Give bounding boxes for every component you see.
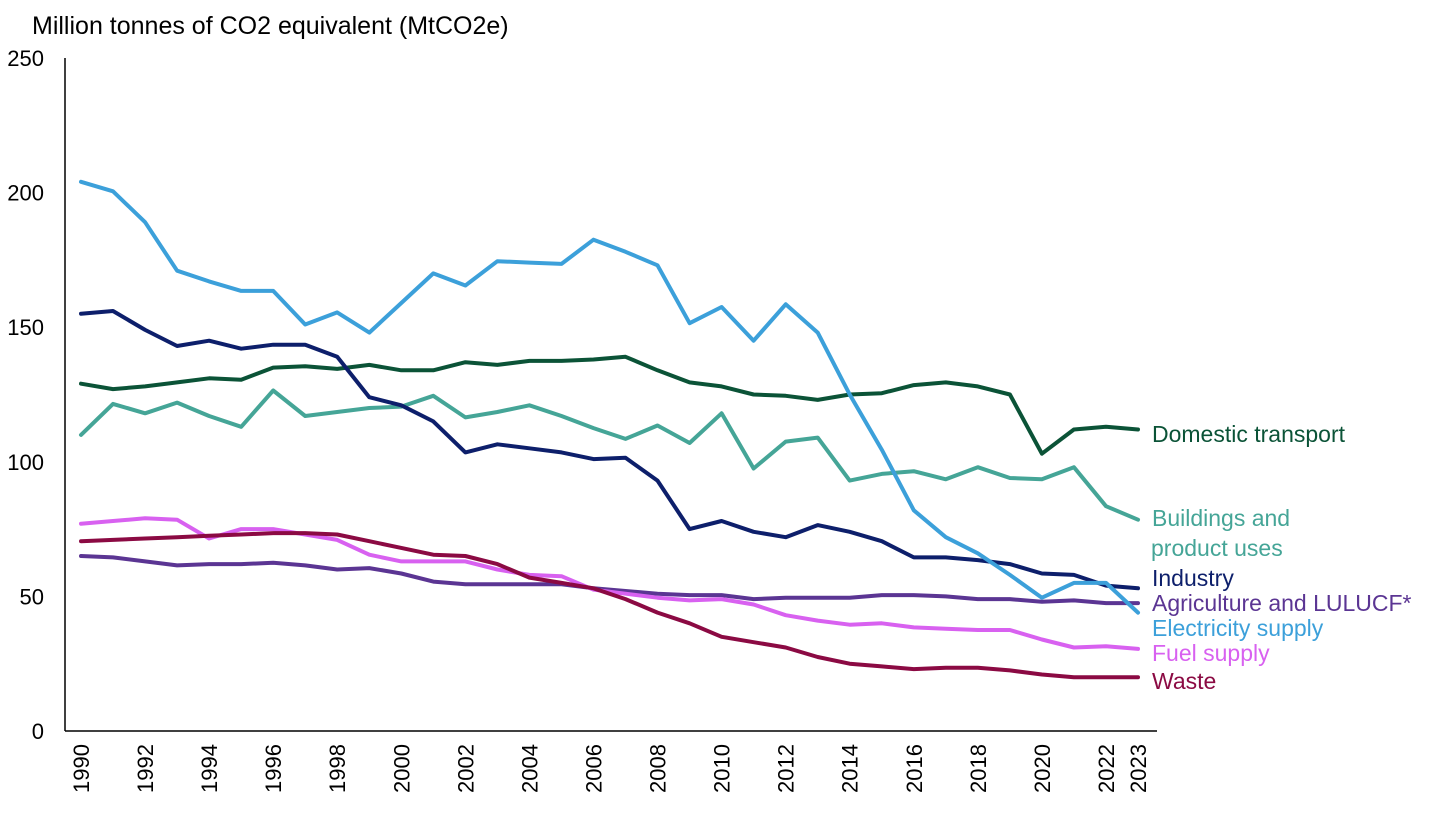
series-label-line: Domestic transport [1152,421,1346,447]
series-labels: Domestic transport Buildings and product u… [1151,421,1412,694]
y-tick-label: 100 [7,450,44,475]
series-label-line: Agriculture and LULUCF* [1152,590,1412,616]
series-label-line: product uses [1151,535,1283,561]
series-line-agriculture-and-lulucf [79,554,1140,606]
x-tick-label: 1996 [261,744,286,793]
x-tick-label: 2014 [838,744,863,793]
series-label-line: Electricity supply [1152,615,1324,641]
x-tick-label: 1990 [69,744,94,793]
y-axis-ticks: 0 50 100 150 200 250 [7,46,44,744]
y-axis-title: Million tonnes of CO2 equivalent (MtCO2e… [32,12,509,40]
x-tick-label: 2020 [1030,744,1055,793]
y-tick-label: 0 [32,719,44,744]
x-tick-label: 2000 [389,744,414,793]
series-line-domestic-transport [79,354,1140,456]
y-tick-label: 150 [7,315,44,340]
series-line-fuel-supply [79,516,1140,651]
series-label-line: Industry [1152,565,1234,591]
series-line-buildings-and-product-uses [79,388,1140,522]
series-line-electricity-supply [79,179,1140,615]
x-tick-label: 2012 [774,744,799,793]
x-tick-label: 2010 [710,744,735,793]
series-label-buildings-and-product-uses: Buildings and product uses [1151,505,1290,561]
x-tick-label: 2016 [902,744,927,793]
y-tick-label: 50 [20,584,44,609]
x-tick-label: 2006 [581,744,606,793]
x-tick-label: 2004 [517,744,542,793]
series-label-industry: Industry [1152,565,1234,591]
series-label-line: Waste [1152,668,1216,694]
x-tick-label: 2008 [646,744,671,793]
series-label-fuel-supply: Fuel supply [1152,640,1270,666]
x-axis-ticks: 1990 1992 1994 1996 1998 2000 2002 2004 2006 2008… [69,744,1151,793]
x-tick-label: 1998 [325,744,350,793]
series-line-industry [79,309,1140,591]
y-tick-label: 250 [7,46,44,71]
series-label-agriculture-and-lulucf: Agriculture and LULUCF* [1152,590,1412,616]
series-label-electricity-supply: Electricity supply [1152,615,1324,641]
series-line-waste [79,531,1140,680]
x-tick-label: 1994 [197,744,222,793]
x-tick-label: 1992 [133,744,158,793]
series-label-line: Fuel supply [1152,640,1270,666]
series-label-line: Buildings and [1152,505,1290,531]
series-label-domestic-transport: Domestic transport [1152,421,1346,447]
series-lines [79,179,1140,680]
x-tick-label: 2023 [1126,744,1151,793]
x-tick-label: 2002 [453,744,478,793]
series-label-waste: Waste [1152,668,1216,694]
x-tick-label: 2022 [1094,744,1119,793]
x-tick-label: 2018 [966,744,991,793]
y-tick-label: 200 [7,181,44,206]
